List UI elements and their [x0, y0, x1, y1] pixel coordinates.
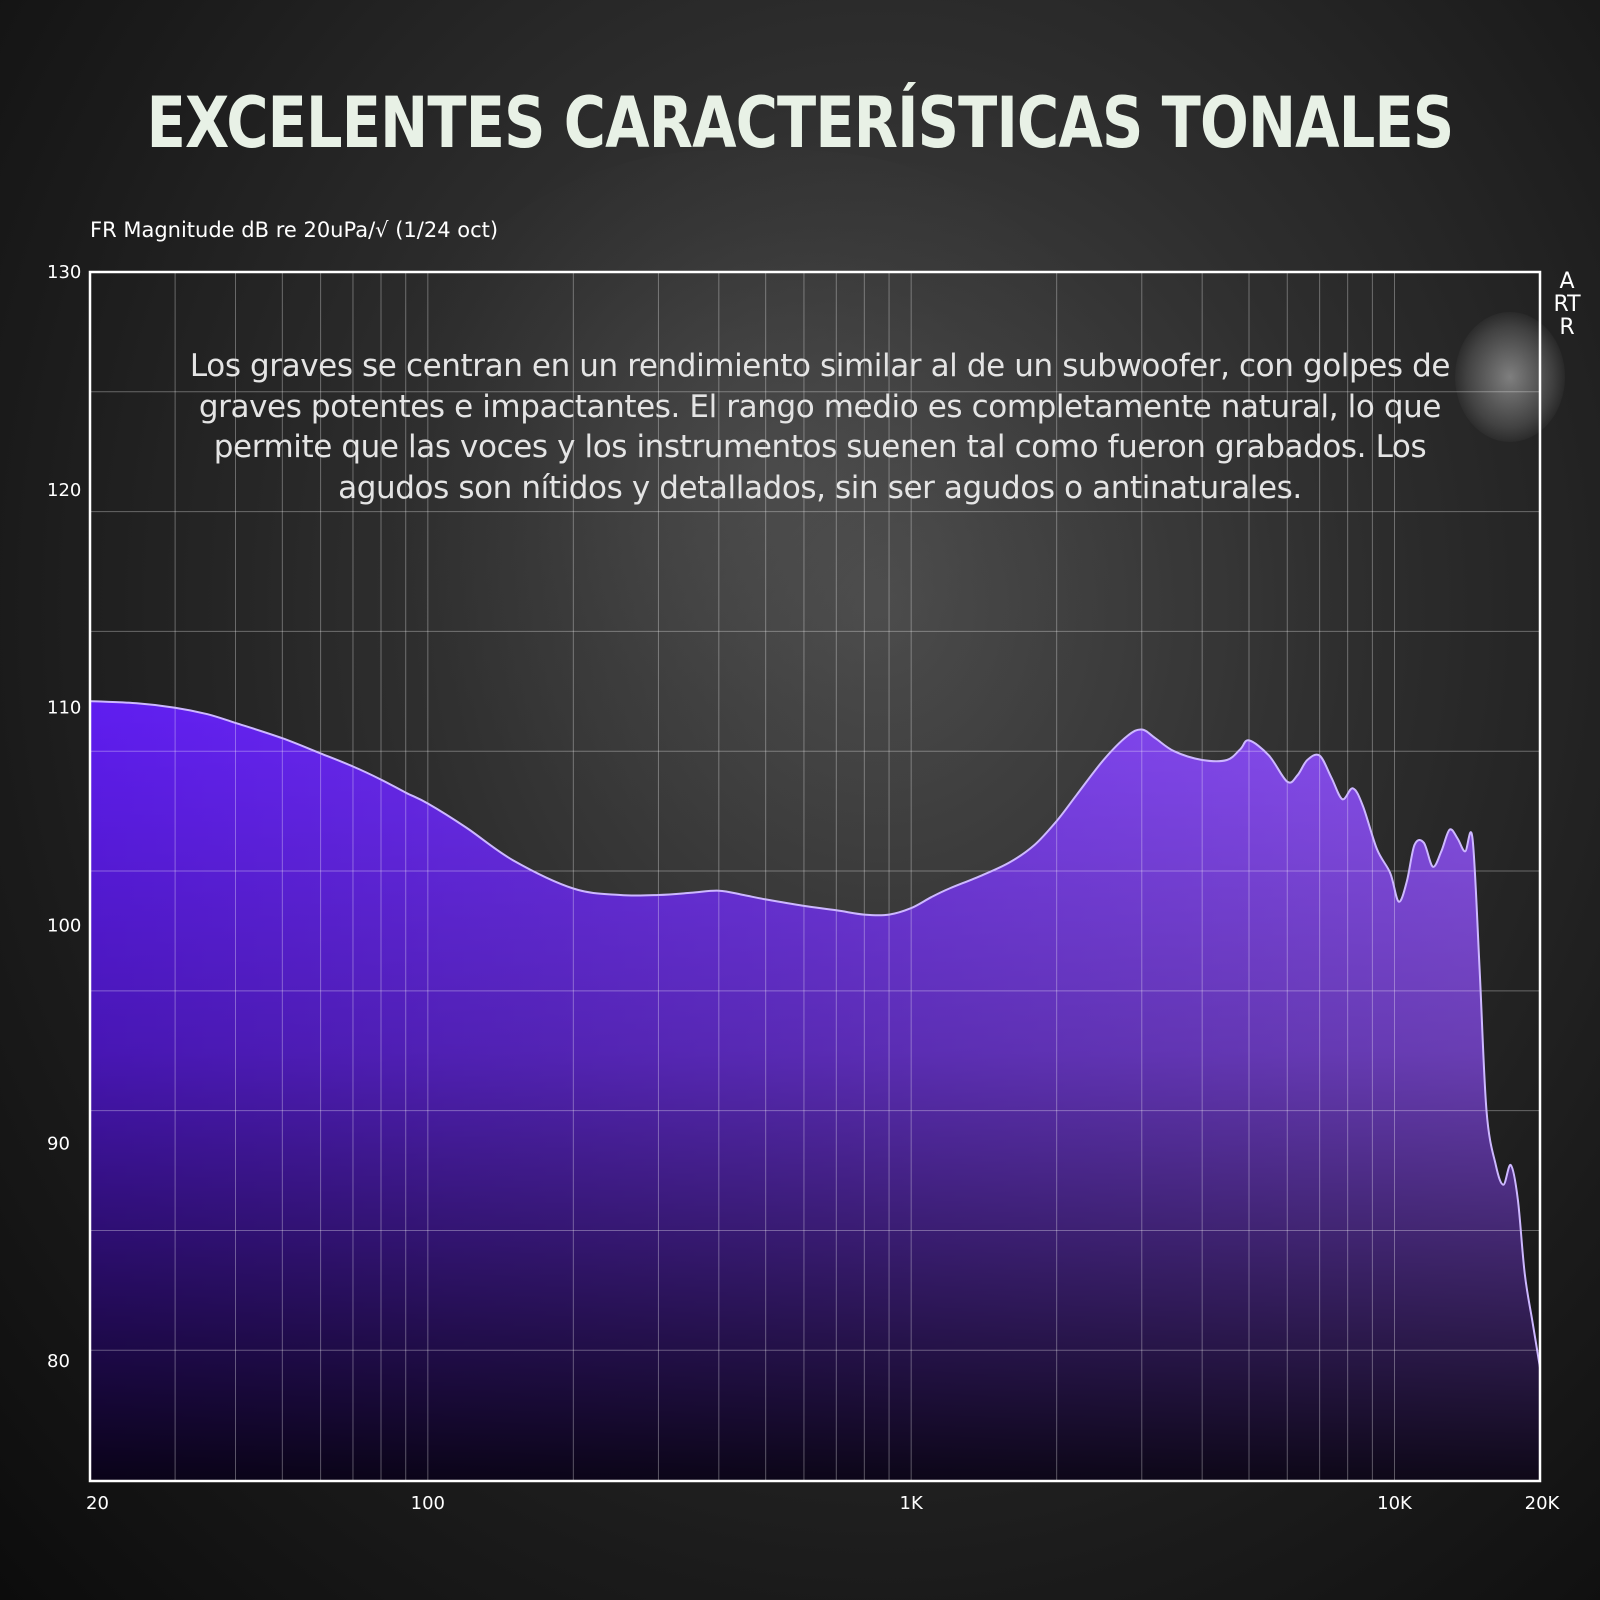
plot-frame [88, 270, 1542, 1483]
y-tick-label: 110 [47, 698, 81, 719]
axis-tick-labels: 130 120 110 100 90 80 20 100 1K 10K 20K [47, 262, 1561, 1514]
response-line [89, 700, 1541, 1368]
page-title: EXCELENTES CARACTERÍSTICAS TONALES [146, 82, 1455, 164]
y-tick-label: 130 [47, 262, 81, 283]
background-earbud-glow [1455, 312, 1565, 442]
description-text: Los graves se centran en un rendimiento … [189, 348, 1451, 506]
x-tick-label: 100 [411, 1493, 445, 1514]
x-tick-label: 10K [1377, 1493, 1413, 1514]
y-tick-label: 120 [47, 480, 81, 501]
background-face-silhouette [380, 150, 1140, 850]
x-tick-label: 20K [1525, 1493, 1561, 1514]
y-tick-label: 80 [47, 1351, 70, 1372]
chart-y-axis-label: FR Magnitude dB re 20uPa/√ (1/24 oct) [90, 218, 499, 242]
x-tick-label: 20 [86, 1493, 109, 1514]
brand-logo-text: ARTR [1553, 269, 1581, 340]
x-tick-label: 1K [900, 1493, 924, 1514]
grid-lines [90, 272, 1540, 1481]
response-area-group [90, 701, 1540, 1481]
y-tick-label: 100 [47, 916, 81, 937]
response-area-shade [90, 701, 1540, 1481]
response-line-group [89, 700, 1541, 1368]
y-tick-label: 90 [47, 1133, 70, 1154]
